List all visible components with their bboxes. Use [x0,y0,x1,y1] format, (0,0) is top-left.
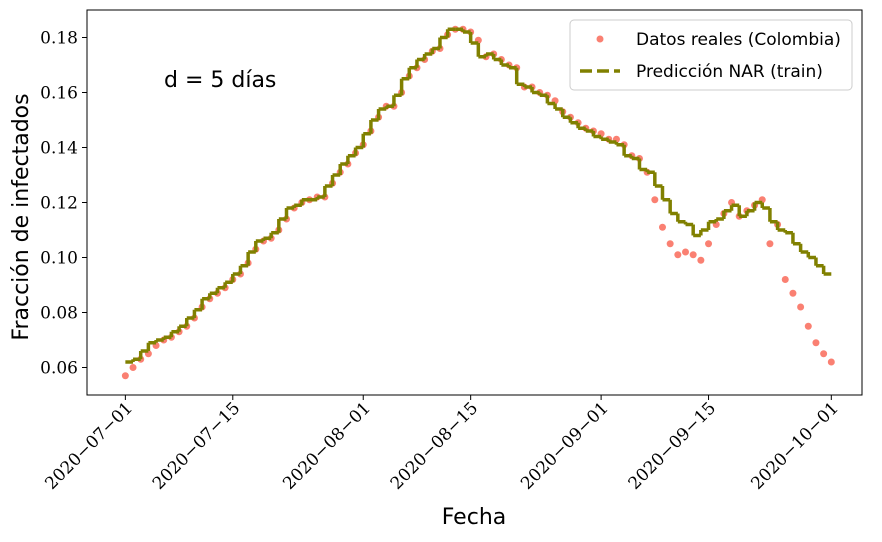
data-point [697,256,705,264]
data-point [827,358,835,366]
x-axis-label: Fecha [442,505,507,530]
data-point [804,322,812,330]
y-tick-label: 0.10 [40,249,78,269]
data-point [666,240,674,248]
data-point [689,251,697,259]
data-point [705,240,713,248]
plot-frame [86,9,863,396]
data-point [789,289,797,297]
legend-label: Predicción NAR (train) [636,62,823,82]
annotation: d = 5 días [164,68,276,93]
data-point [651,196,659,204]
data-point [674,251,682,259]
data-point [820,350,828,358]
data-point [766,240,774,248]
x-tick-label: 2020−08−15 [387,398,482,493]
data-point [658,223,666,231]
data-point [812,339,820,347]
data-point [682,248,690,256]
data-point [121,372,129,380]
y-axis-label: Fracción de infectados [9,93,34,340]
y-tick-label: 0.12 [40,194,78,214]
y-tick-label: 0.08 [40,304,78,324]
x-tick-label: 2020−07−15 [149,398,244,493]
y-tick-label: 0.18 [40,29,78,49]
x-tick-label: 2020−09−15 [625,398,720,493]
y-tick-label: 0.14 [40,139,78,159]
data-point [797,303,805,311]
y-tick-label: 0.06 [40,359,78,379]
data-point [781,276,789,283]
legend-label: Datos reales (Colombia) [636,30,841,50]
x-tick-label: 2020−07−01 [41,398,136,493]
legend-marker [596,35,604,43]
step-riser [131,29,826,362]
x-tick-label: 2020−08−01 [279,398,374,493]
x-tick-label: 2020−10−01 [747,398,842,493]
y-tick-label: 0.16 [40,84,78,104]
legend-box [569,19,853,91]
x-tick-label: 2020−09−01 [517,398,612,493]
data-point [129,364,137,371]
